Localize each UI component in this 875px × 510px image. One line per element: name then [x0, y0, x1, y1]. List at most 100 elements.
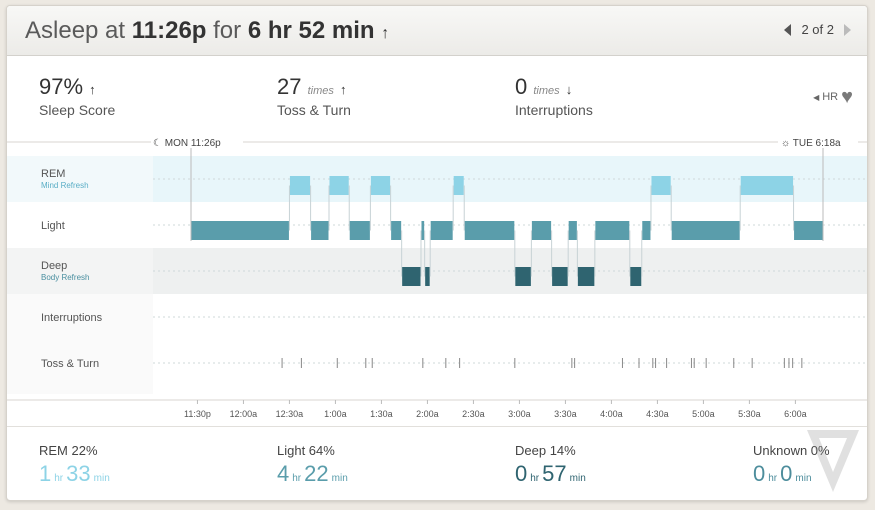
summary-label: Light 64% [277, 443, 335, 458]
stat-label: Toss & Turn [277, 102, 351, 118]
segment-deep [630, 267, 642, 286]
x-tick-label: 3:30a [554, 409, 577, 419]
stage-summary: REM 22% 1 hr 33 min Light 64% 4 hr 22 min Deep… [7, 426, 867, 500]
min-unit: min [795, 473, 812, 484]
summary-hours: 4 [277, 461, 290, 486]
pager: 2 of 2 [784, 22, 851, 37]
end-marker-label: ☼ TUE 6:18a [781, 138, 841, 149]
summary-hours: 0 [515, 461, 528, 486]
summary-minutes: 22 [304, 461, 329, 486]
segment-light [311, 221, 329, 240]
summary-minutes: 0 [780, 461, 793, 486]
segment-deep [552, 267, 568, 286]
hr-unit: hr [54, 473, 64, 484]
title-mid: for [213, 17, 242, 44]
row-label-interruptions: Interruptions [41, 312, 103, 324]
prev-page-icon[interactable] [784, 23, 792, 36]
x-tick-label: 11:30p [184, 409, 211, 419]
x-tick-label: 5:30a [738, 409, 761, 419]
segment-rem [651, 176, 671, 195]
x-tick-label: 3:00a [508, 409, 531, 419]
segment-light [421, 221, 425, 240]
x-tick-label: 5:00a [692, 409, 715, 419]
segment-rem [289, 176, 311, 195]
caret-left-icon: ◀ [813, 92, 820, 102]
hr-unit: hr [768, 473, 778, 484]
segment-light [642, 221, 651, 240]
page-title: Asleep at 11:26p for 6 hr 52 min ↑ [25, 17, 389, 45]
segment-deep [425, 267, 430, 286]
heart-icon: ♥ [841, 86, 853, 108]
stat-value: 97% [39, 74, 84, 99]
arrow-up-icon: ↑ [89, 82, 96, 97]
stat-label: Sleep Score [39, 102, 116, 118]
sleep-card: Asleep at 11:26p for 6 hr 52 min ↑ 2 of … [6, 5, 868, 501]
label-column-bg [7, 294, 153, 394]
stat-toss-turn: 27 times ↑ Toss & Turn [277, 74, 351, 118]
segment-deep [577, 267, 595, 286]
stat-sleep-score: 97% ↑ Sleep Score [39, 74, 115, 118]
min-unit: min [93, 473, 110, 484]
stat-label: Interruptions [515, 102, 593, 118]
stat-value: 27 [277, 74, 302, 99]
segment-rem [329, 176, 349, 195]
min-unit: min [331, 473, 348, 484]
asleep-time: 11:26p [131, 17, 207, 44]
summary-light: Light 64% 4 hr 22 min [277, 443, 351, 487]
row-label-deep: Deep [41, 260, 67, 272]
row-label-toss: Toss & Turn [41, 358, 99, 370]
segment-light [391, 221, 402, 240]
x-tick-label: 6:00a [784, 409, 807, 419]
summary-label: REM 22% [39, 443, 98, 458]
row-label-rem: REM [41, 168, 65, 180]
segment-light [464, 221, 515, 240]
summary-label: Unknown 0% [753, 443, 830, 458]
deep-label-band [7, 248, 153, 294]
end-marker-bg [778, 134, 858, 148]
stat-value: 0 [515, 74, 528, 99]
segment-rem [740, 176, 794, 195]
segment-light [595, 221, 630, 240]
hr-unit: hr [292, 473, 302, 484]
summary-hours: 1 [39, 461, 52, 486]
arrow-down-icon: ↓ [565, 82, 573, 97]
summary-minutes: 33 [66, 461, 91, 486]
x-tick-label: 4:30a [646, 409, 669, 419]
segment-deep [515, 267, 531, 286]
summary-deep: Deep 14% 0 hr 57 min [515, 443, 589, 487]
header-bar: Asleep at 11:26p for 6 hr 52 min ↑ 2 of … [7, 6, 867, 56]
segment-rem [370, 176, 391, 195]
sleep-duration: 6 hr 52 min [247, 17, 375, 44]
segment-light [430, 221, 453, 240]
stat-interruptions: 0 times ↓ Interruptions [515, 74, 593, 118]
arrow-up-icon: ↑ [340, 82, 347, 97]
rem-label-band [7, 156, 153, 202]
x-tick-label: 1:00a [324, 409, 347, 419]
segment-deep [402, 267, 421, 286]
row-sublabel-deep: Body Refresh [41, 273, 89, 282]
segment-light [794, 221, 823, 240]
row-label-light: Light [41, 220, 65, 232]
hr-unit: hr [530, 473, 540, 484]
start-marker-bg [151, 134, 243, 148]
segment-light [568, 221, 577, 240]
segment-light [531, 221, 552, 240]
hr-label: HR [822, 91, 839, 103]
x-tick-label: 2:30a [462, 409, 485, 419]
summary-unknown: Unknown 0% 0 hr 0 min [753, 443, 830, 487]
next-page-icon[interactable] [844, 23, 851, 36]
summary-label: Deep 14% [515, 443, 576, 458]
stat-unit: times [533, 85, 560, 97]
x-tick-label: 12:00a [230, 409, 258, 419]
segment-light [349, 221, 370, 240]
trend-up-icon: ↑ [381, 25, 390, 42]
summary-rem: REM 22% 1 hr 33 min [39, 443, 113, 487]
stat-unit: times [307, 85, 334, 97]
x-tick-label: 12:30a [276, 409, 304, 419]
hr-toggle[interactable]: ◀ HR ♥ [813, 86, 853, 108]
watermark-logo-icon [807, 430, 859, 492]
start-marker-label: ☾ MON 11:26p [153, 138, 221, 149]
summary-minutes: 57 [542, 461, 567, 486]
summary-hours: 0 [753, 461, 766, 486]
